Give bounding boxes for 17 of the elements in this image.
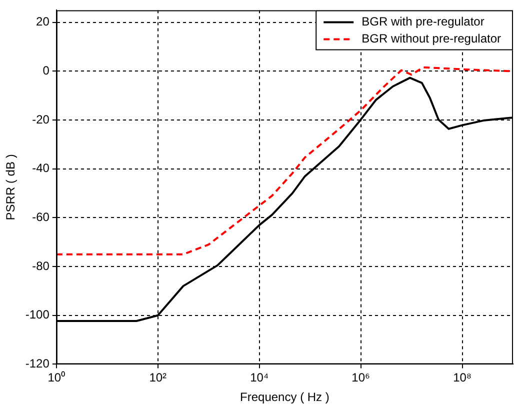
y-tick-label: -60: [32, 210, 50, 224]
x-tick-label: 10⁶: [352, 370, 370, 385]
y-tick-label: 20: [36, 14, 50, 29]
x-tick-label: 10⁰: [48, 370, 66, 385]
y-tick-label: -40: [32, 161, 50, 176]
y-tick-label: -80: [32, 258, 50, 273]
y-tick-label: -20: [32, 112, 50, 126]
x-tick-label: 10²: [149, 370, 167, 385]
y-axis-title: PSRR ( dB ): [4, 154, 18, 220]
y-tick-label: -100: [25, 308, 50, 322]
x-tick-label: 10⁸: [453, 370, 472, 385]
legend-label: BGR with pre-regulator: [362, 14, 484, 29]
y-tick-label: -120: [25, 356, 50, 371]
y-tick-label: 0: [42, 64, 50, 78]
x-tick-label: 10⁴: [250, 370, 269, 385]
legend-label: BGR without pre-regulator: [362, 32, 502, 46]
x-axis-title: Frequency ( Hz ): [240, 390, 330, 404]
